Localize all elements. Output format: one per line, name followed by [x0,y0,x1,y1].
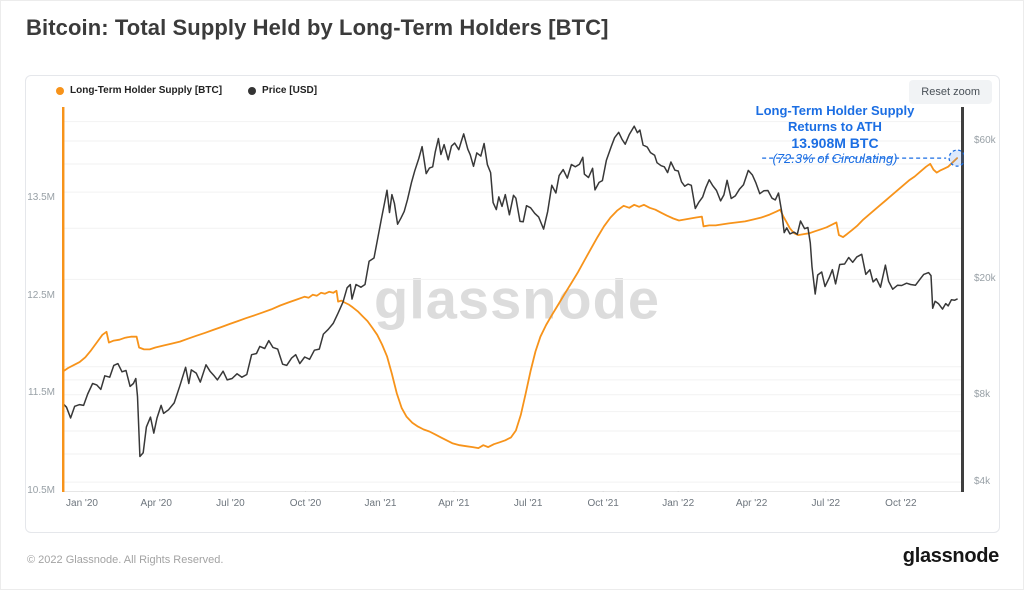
legend-label-supply: Long-Term Holder Supply [BTC] [70,85,223,96]
y-axis-right-tick-label: $4k [974,476,991,488]
x-axis-tick-label: Jan '22 [662,498,695,509]
legend-dot-price-icon [248,86,257,95]
y-axis-right-tick-label: $8k [974,388,991,400]
x-axis-tick-label: Jan '20 [66,498,98,509]
chart-legend: Long-Term Holder Supply [BTC] Price [USD… [56,85,317,96]
price-line [62,125,958,458]
ath-annotation: Long-Term Holder Supply Returns to ATH 1… [710,103,960,167]
annotation-subnote: (72.3% of Circulating) [772,151,898,166]
y-axis-left-tick-label: 10.5M [27,485,55,497]
x-axis-tick-label: Apr '21 [438,498,470,509]
x-axis-tick-label: Jul '21 [513,498,543,509]
ath-highlight-circle [948,149,964,167]
x-axis-tick-label: Apr '20 [140,498,172,509]
legend-item-price[interactable]: Price [USD] [248,85,317,96]
y-axis-left-tick-label: 13.5M [27,192,55,203]
y-axis-left-tick-label: 11.5M [27,387,55,399]
annotation-value: 13.908M BTC [791,135,879,151]
chart-card: Long-Term Holder Supply [BTC] Price [USD… [25,75,1000,533]
x-axis-tick-label: Apr '22 [735,498,768,509]
x-axis-tick-label: Jan '21 [364,498,397,509]
glassnode-logo: glassnode [902,545,1000,567]
y-axis-left-tick-label: 12.5M [27,289,55,301]
y-axis-right-tick-label: $20k [974,273,996,285]
chart-plot-area[interactable]: glassnode Long-Term Holder Supply Return… [27,103,995,509]
x-axis-tick-label: Oct '22 [885,498,917,509]
supply-line [62,157,958,450]
reset-zoom-button[interactable]: Reset zoom [909,80,992,104]
x-axis-tick-label: Jul '22 [811,498,841,509]
annotation-line-2: Returns to ATH [788,119,882,134]
annotation-line-1: Long-Term Holder Supply [755,103,915,118]
x-axis-tick-label: Oct '21 [587,498,619,509]
legend-dot-supply-icon [56,86,64,95]
x-axis-tick-label: Oct '20 [289,498,322,509]
y-axis-right-tick-label: $60k [974,135,996,146]
legend-item-supply[interactable]: Long-Term Holder Supply [BTC] [56,85,222,96]
footer-copyright: © 2022 Glassnode. All Rights Reserved. [27,554,224,566]
legend-label-price: Price [USD] [262,85,318,96]
x-axis-tick-label: Jul '20 [216,498,245,509]
chart-svg [62,107,964,492]
page-title: Bitcoin: Total Supply Held by Long-Term … [26,15,609,40]
